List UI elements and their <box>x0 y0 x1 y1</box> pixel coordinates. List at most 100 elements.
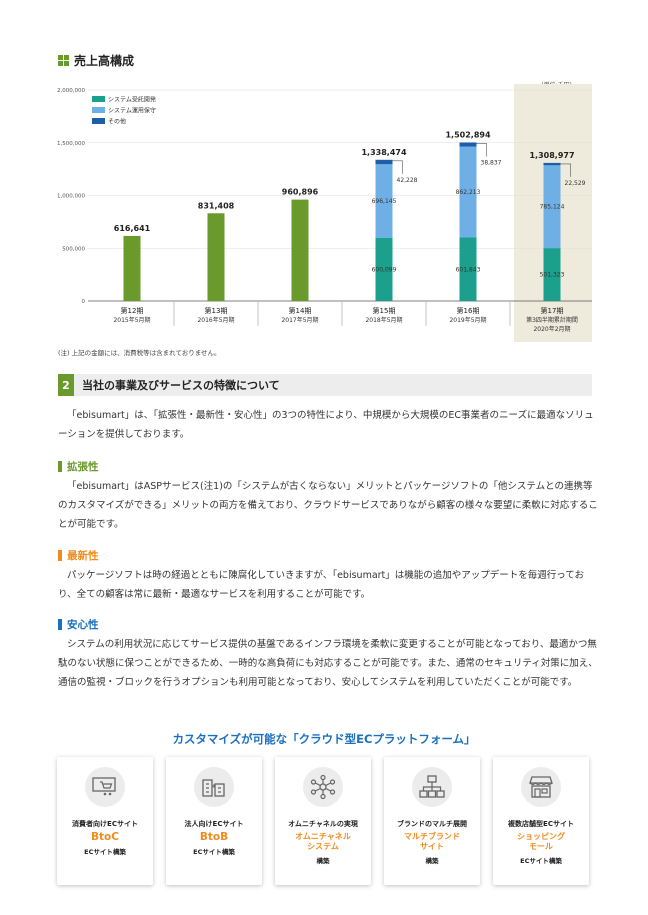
card-highlight: ショッピング モール <box>517 832 565 851</box>
feature-text-scalability: 「ebisumart」はASPサービス(注1)の「システムが古くならない」メリッ… <box>58 481 598 530</box>
grid-icon <box>58 55 69 66</box>
data-label: 600,099 <box>372 266 397 273</box>
feature-text-security: システムの利用状況に応じてサービス提供の基盤であるインフラ環境を柔軟に変更するこ… <box>58 639 598 688</box>
card-highlight: マルチブランド サイト <box>404 832 460 851</box>
bar-segment <box>375 159 393 165</box>
total-label: 1,338,474 <box>361 148 406 157</box>
storefront-icon <box>521 767 561 807</box>
heading-marker <box>58 550 62 561</box>
chart-note: (注) 上記の金額には、消費税等は含まれておりません。 <box>58 349 221 357</box>
total-label: 1,502,894 <box>445 130 490 139</box>
total-label: 1,308,977 <box>529 151 574 160</box>
data-label: 38,837 <box>481 159 502 166</box>
feature-title: 安心性 <box>67 619 99 631</box>
card-highlight: オムニチャネル システム <box>295 832 351 851</box>
cart-monitor-icon <box>85 767 125 807</box>
card-shopping-mall: 複数店舗型ECサイト ショッピング モール ECサイト構築 <box>493 757 589 885</box>
card-omnichannel: オムニチャネルの実現 オムニチャネル システム 構築 <box>275 757 371 885</box>
y-tick-label: 2,000,000 <box>57 88 85 94</box>
bar-segment <box>459 142 477 147</box>
callout-line <box>392 160 403 174</box>
card-caption: 法人向けECサイト <box>184 820 244 828</box>
card-highlight: BtoB <box>199 831 229 843</box>
x-tick-period: 第12期 <box>121 306 144 315</box>
section2-number: 2 <box>58 374 74 396</box>
feature-title: 最新性 <box>67 550 99 562</box>
bar-segment <box>543 248 561 301</box>
x-tick-date: 2019年5月期 <box>449 316 486 324</box>
x-tick-period: 第13期 <box>205 306 228 315</box>
heading-marker <box>58 461 62 472</box>
x-tick-date: 2018年5月期 <box>365 316 402 324</box>
feature-heading-scalability: 拡張性 <box>58 459 99 474</box>
buildings-icon <box>194 767 234 807</box>
feature-title: 拡張性 <box>67 461 99 473</box>
x-tick-date: 第3四半期累計期間 <box>526 316 578 324</box>
data-label: 42,228 <box>397 177 418 184</box>
sales-composition-chart: 2,000,000 1,500,000 1,000,000 500,000 0 システム受… <box>57 84 592 342</box>
section-title-text: 売上高構成 <box>74 54 135 68</box>
bar-total <box>291 199 309 301</box>
data-label: 501,323 <box>540 272 565 279</box>
bar-segment <box>459 146 477 238</box>
section2-header: 2 当社の事業及びサービスの特徴について <box>58 374 592 396</box>
y-tick-label: 1,500,000 <box>57 141 85 147</box>
data-label: 601,843 <box>456 266 481 273</box>
x-tick-date2: 2020年2月期 <box>533 325 570 333</box>
card-btoc: 消費者向けECサイト BtoC ECサイト構築 <box>57 757 153 885</box>
bar-segment <box>543 165 561 249</box>
legend-label: その他 <box>108 118 126 126</box>
card-btob: 法人向けECサイト BtoB ECサイト構築 <box>166 757 262 885</box>
x-tick-period: 第16期 <box>457 306 480 315</box>
hierarchy-icon <box>412 767 452 807</box>
legend-label: システム運用保守 <box>108 107 156 115</box>
x-tick-period: 第17期 <box>541 306 564 315</box>
y-tick-label: 1,000,000 <box>57 194 85 200</box>
x-tick-period: 第15期 <box>373 306 396 315</box>
legend-swatch <box>92 96 105 102</box>
card-footer: ECサイト構築 <box>84 848 126 856</box>
total-label: 960,896 <box>282 188 319 197</box>
bar-segment <box>375 237 393 301</box>
platform-title: カスタマイズが可能な「クラウド型ECプラットフォーム」 <box>172 732 476 746</box>
section2-intro: 「ebisumart」は、「拡張性・最新性・安心性」の3つの特性により、中規模か… <box>58 410 594 440</box>
bar-total <box>207 213 225 301</box>
bar-segment <box>459 237 477 301</box>
callout-line <box>560 163 571 177</box>
total-label: 831,408 <box>198 201 235 210</box>
x-tick-date: 2016年5月期 <box>197 316 234 324</box>
section2-title: 当社の事業及びサービスの特徴について <box>82 379 280 392</box>
data-label: 862,213 <box>456 189 481 196</box>
card-footer: ECサイト構築 <box>520 857 562 865</box>
card-footer: 構築 <box>425 857 439 865</box>
bar-total <box>123 235 141 301</box>
feature-heading-latest: 最新性 <box>58 548 99 563</box>
card-caption: ブランドのマルチ展開 <box>397 820 467 828</box>
x-tick-period: 第14期 <box>289 306 312 315</box>
heading-marker <box>58 619 62 630</box>
callout-line <box>476 143 487 157</box>
data-label: 696,145 <box>372 198 397 205</box>
total-label: 616,641 <box>114 224 151 233</box>
x-tick-date: 2015年5月期 <box>113 316 150 324</box>
y-tick-label: 0 <box>82 299 86 305</box>
section-title: 売上高構成 <box>58 52 134 69</box>
legend-swatch <box>92 107 105 113</box>
x-tick-date: 2017年5月期 <box>281 316 318 324</box>
card-highlight: BtoC <box>91 831 119 843</box>
data-label: 785,124 <box>540 204 565 211</box>
y-tick-label: 500,000 <box>62 246 85 252</box>
bar-segment <box>543 162 561 166</box>
card-footer: 構築 <box>316 857 330 865</box>
legend-label: システム受託開発 <box>108 96 156 104</box>
card-caption: オムニチャネルの実現 <box>288 820 358 828</box>
bar-segment <box>375 164 393 238</box>
data-label: 22,529 <box>565 180 586 187</box>
card-multibrand: ブランドのマルチ展開 マルチブランド サイト 構築 <box>384 757 480 885</box>
card-footer: ECサイト構築 <box>193 848 235 856</box>
feature-text-latest: パッケージソフトは時の経過とともに陳腐化していきますが、「ebisumart」は… <box>58 570 585 600</box>
card-caption: 複数店舗型ECサイト <box>508 820 574 828</box>
legend-swatch <box>92 118 105 124</box>
feature-heading-security: 安心性 <box>58 617 99 632</box>
card-caption: 消費者向けECサイト <box>72 820 138 828</box>
